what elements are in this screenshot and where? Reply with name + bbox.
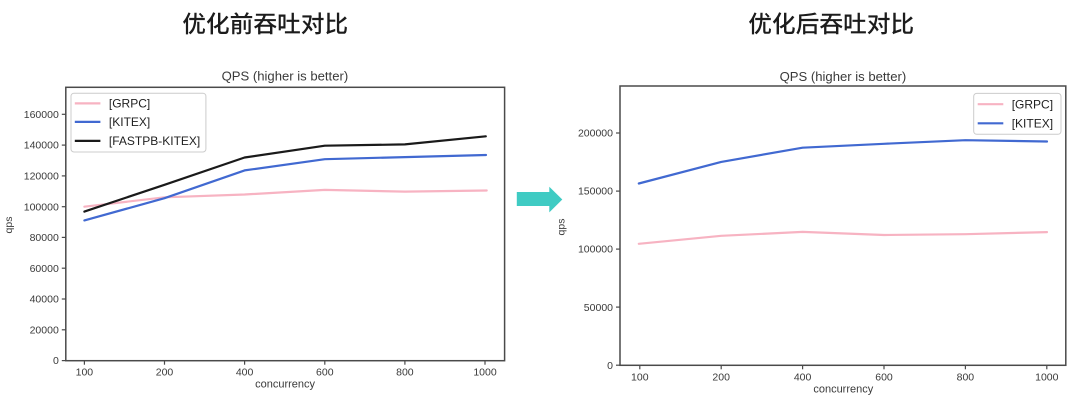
svg-text:[GRPC]: [GRPC] bbox=[1012, 97, 1053, 111]
svg-text:140000: 140000 bbox=[24, 140, 59, 152]
svg-text:qps: qps bbox=[556, 219, 568, 236]
svg-text:0: 0 bbox=[53, 355, 59, 367]
svg-text:120000: 120000 bbox=[24, 171, 59, 183]
svg-text:200: 200 bbox=[712, 371, 730, 383]
svg-text:60000: 60000 bbox=[30, 263, 59, 275]
svg-text:concurrency: concurrency bbox=[255, 379, 315, 391]
svg-text:100000: 100000 bbox=[578, 244, 613, 256]
svg-text:100000: 100000 bbox=[24, 201, 59, 213]
svg-text:QPS (higher is better): QPS (higher is better) bbox=[222, 69, 349, 84]
svg-text:qps: qps bbox=[3, 217, 15, 234]
svg-text:concurrency: concurrency bbox=[813, 384, 873, 396]
svg-text:800: 800 bbox=[957, 371, 975, 383]
svg-text:400: 400 bbox=[236, 367, 254, 379]
svg-text:400: 400 bbox=[794, 371, 812, 383]
svg-text:600: 600 bbox=[316, 367, 334, 379]
svg-text:200: 200 bbox=[156, 367, 174, 379]
svg-text:40000: 40000 bbox=[30, 294, 59, 306]
svg-text:0: 0 bbox=[607, 360, 613, 372]
svg-text:20000: 20000 bbox=[30, 324, 59, 336]
svg-text:150000: 150000 bbox=[578, 186, 613, 198]
svg-text:800: 800 bbox=[396, 367, 414, 379]
svg-text:[FASTPB-KITEX]: [FASTPB-KITEX] bbox=[109, 134, 200, 148]
svg-text:QPS (higher is better): QPS (higher is better) bbox=[780, 69, 907, 84]
svg-text:1000: 1000 bbox=[1035, 371, 1059, 383]
svg-text:200000: 200000 bbox=[578, 128, 613, 140]
svg-text:[KITEX]: [KITEX] bbox=[1012, 117, 1053, 131]
svg-text:600: 600 bbox=[875, 371, 893, 383]
svg-text:[GRPC]: [GRPC] bbox=[109, 97, 150, 111]
svg-text:100: 100 bbox=[76, 367, 94, 379]
svg-text:80000: 80000 bbox=[30, 232, 59, 244]
svg-text:1000: 1000 bbox=[473, 367, 497, 379]
svg-text:50000: 50000 bbox=[584, 302, 613, 314]
svg-text:[KITEX]: [KITEX] bbox=[109, 115, 150, 129]
svg-text:160000: 160000 bbox=[24, 109, 59, 121]
svg-text:100: 100 bbox=[631, 371, 649, 383]
